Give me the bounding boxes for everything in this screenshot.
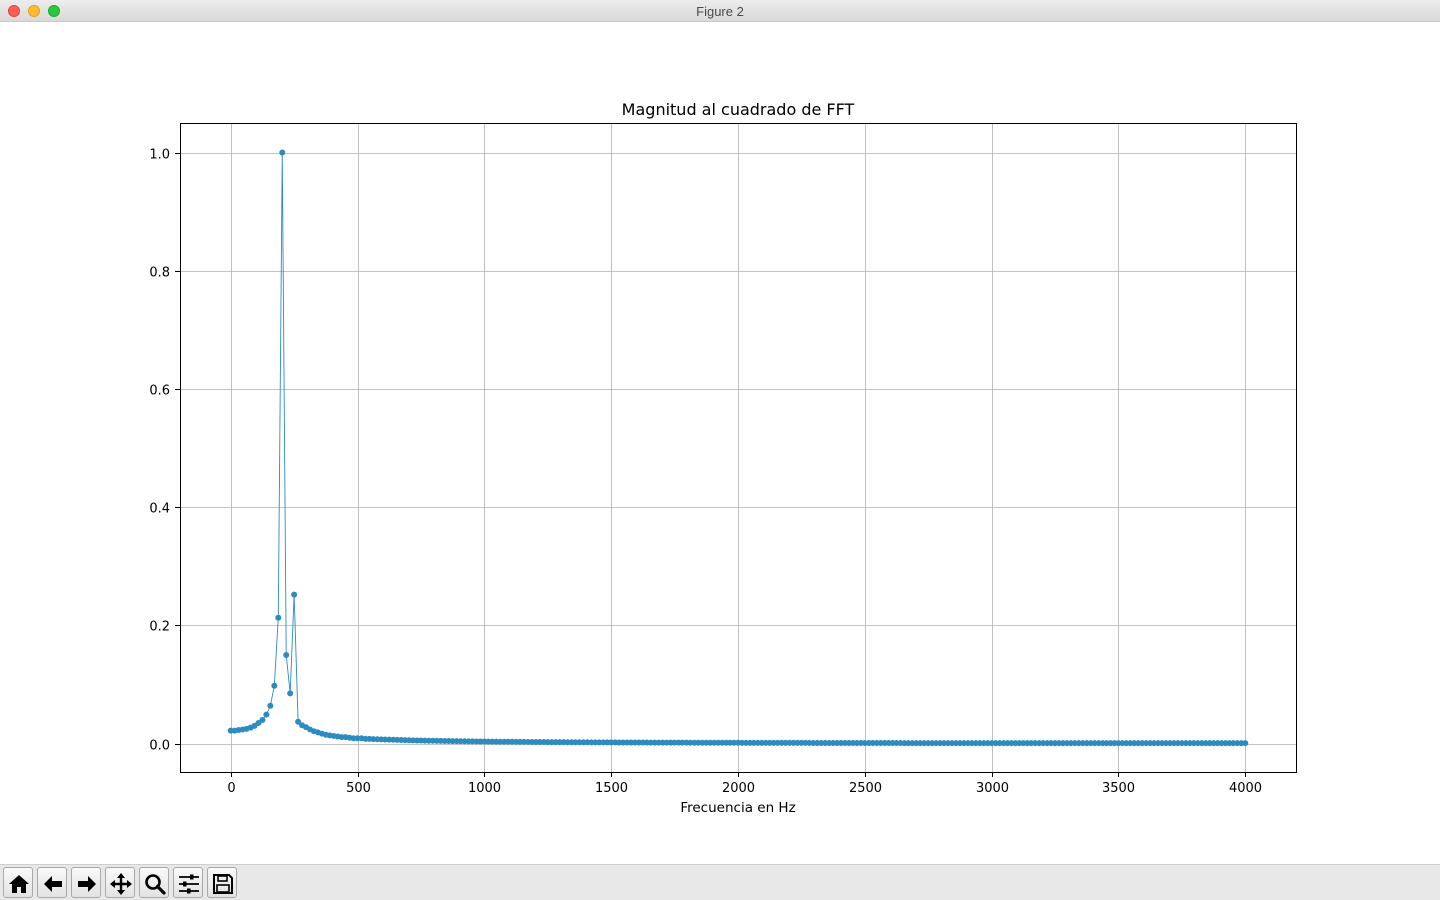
y-tick-label: 0.6	[149, 384, 170, 399]
data-point	[259, 716, 266, 723]
data-point	[275, 614, 282, 621]
x-axis-ticks: 0 500 1000 1500 2000 2500 3000 3500 4000	[227, 772, 1262, 796]
zoom-button[interactable]	[139, 867, 169, 898]
data-point	[283, 651, 290, 658]
minimize-window-button[interactable]	[28, 5, 40, 17]
data-point	[271, 682, 278, 689]
maximize-window-button[interactable]	[48, 5, 60, 17]
pan-button[interactable]	[105, 867, 135, 898]
y-tick-label: 0.0	[149, 739, 170, 754]
x-tick-label: 0	[227, 781, 235, 796]
navigation-toolbar	[0, 864, 1440, 900]
x-tick-label: 4000	[1229, 781, 1262, 796]
x-axis-label: Frecuencia en Hz	[680, 800, 795, 816]
y-tick-label: 1.0	[149, 148, 170, 163]
save-floppy-icon	[213, 874, 233, 894]
data-point	[295, 718, 302, 725]
x-tick-label: 3000	[976, 781, 1009, 796]
data-point	[263, 711, 270, 718]
forward-arrow-icon	[78, 876, 96, 892]
close-window-button[interactable]	[8, 5, 20, 17]
y-tick-label: 0.2	[149, 620, 170, 635]
data-point	[279, 149, 286, 156]
x-tick-label: 500	[346, 781, 371, 796]
x-tick-label: 2500	[849, 781, 882, 796]
window-title-bar: Figure 2	[0, 0, 1440, 22]
x-tick-label: 2000	[722, 781, 755, 796]
data-point	[291, 591, 298, 598]
figure-canvas: 0 500 1000 1500 2000 2500 3000 3500 4000 0.00.20…	[149, 100, 1297, 816]
data-series	[227, 149, 1249, 747]
home-icon	[9, 875, 29, 893]
y-tick-label: 0.8	[149, 266, 170, 281]
configure-subplots-button[interactable]	[173, 867, 203, 898]
zoom-magnifier-icon	[145, 874, 166, 895]
back-arrow-icon	[44, 876, 62, 892]
chart-title: Magnitud al cuadrado de FFT	[622, 100, 855, 119]
grid	[180, 123, 1296, 772]
data-point	[287, 690, 294, 697]
y-axis-ticks: 0.0 0.2 0.4 0.6 0.8 1.0	[149, 148, 180, 754]
axes-background	[180, 123, 1296, 772]
data-point	[1242, 740, 1249, 747]
forward-button[interactable]	[71, 867, 101, 898]
x-tick-label: 1000	[468, 781, 501, 796]
window-title: Figure 2	[696, 4, 744, 19]
y-tick-label: 0.4	[149, 502, 170, 517]
home-button[interactable]	[3, 867, 33, 898]
x-tick-label: 1500	[595, 781, 628, 796]
save-button[interactable]	[207, 867, 237, 898]
x-tick-label: 3500	[1102, 781, 1135, 796]
data-point	[267, 702, 274, 709]
pan-move-icon	[110, 873, 132, 895]
configure-subplots-icon	[179, 874, 199, 894]
back-button[interactable]	[37, 867, 67, 898]
